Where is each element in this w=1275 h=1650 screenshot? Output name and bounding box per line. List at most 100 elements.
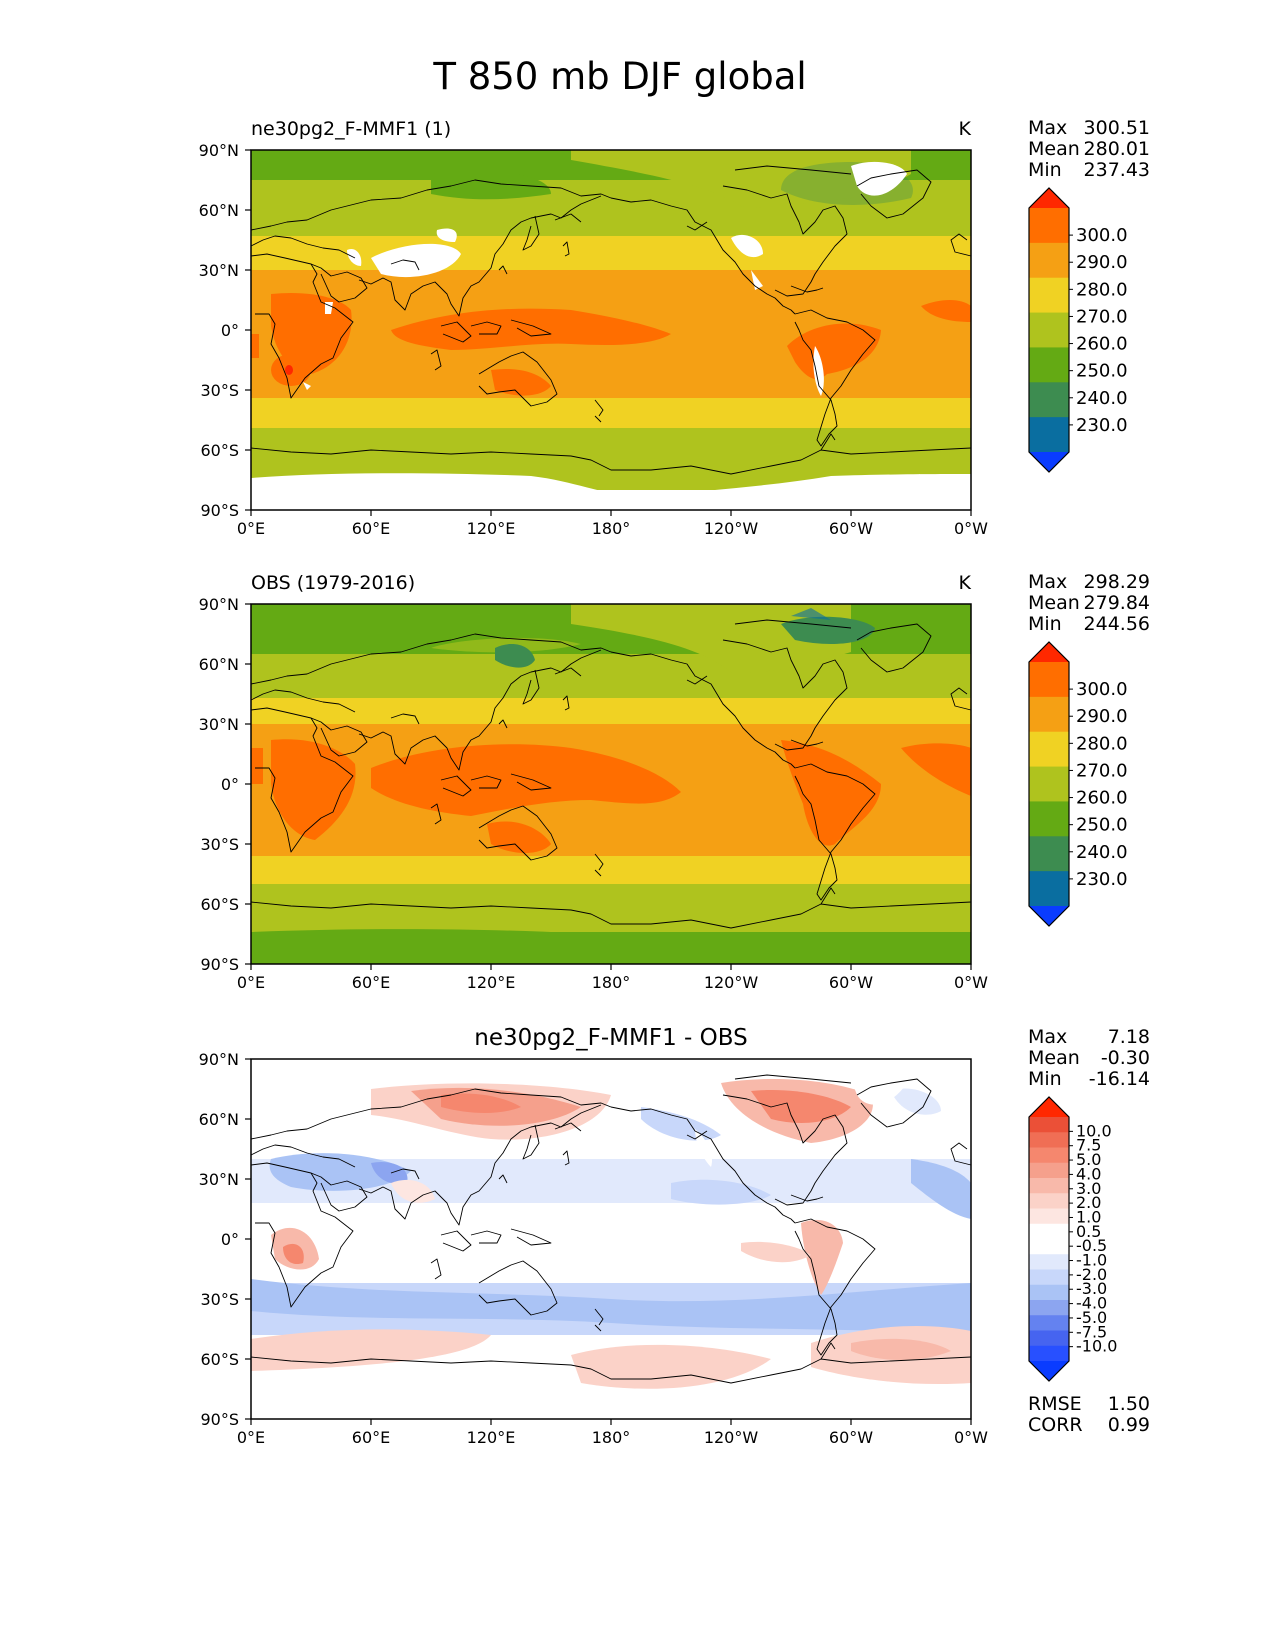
colorbar-label: -3.0 [1076, 1279, 1107, 1298]
panel-title-center: ne30pg2_F-MMF1 - OBS [474, 1025, 747, 1051]
colorbar-segment [1029, 1178, 1069, 1194]
stat-max-value: 300.51 [1084, 117, 1150, 139]
x-axis-ticks: 0°E 60°E 120°E 180° 120°W 60°W 0°W [237, 510, 988, 538]
colorbar-segment [1029, 731, 1069, 768]
x-tick-label: 0°E [237, 973, 265, 992]
colorbar-label: 300.0 [1076, 225, 1128, 246]
y-axis-ticks: 90°N 60°N 30°N 0° 30°S 60°S 90°S [199, 141, 251, 520]
colorbar-label: 240.0 [1076, 388, 1128, 409]
colorbar-label: 290.0 [1076, 706, 1128, 727]
colorbar-extend-low [1029, 452, 1069, 472]
x-tick-label: 60°E [352, 519, 390, 538]
colorbar-segment [1029, 277, 1069, 314]
colorbar-outline [1028, 641, 1070, 927]
colorbar-segment [1029, 1254, 1069, 1270]
colorbar-segment [1029, 208, 1069, 244]
colorbar-label: 290.0 [1076, 252, 1128, 273]
y-tick-label: 90°N [199, 1050, 239, 1069]
colorbar-outline [1028, 1096, 1070, 1382]
colorbar-label: 230.0 [1076, 415, 1128, 436]
y-tick-label: 30°S [200, 1290, 239, 1309]
panel-title-left: ne30pg2_F-MMF1 (1) [251, 118, 451, 140]
x-tick-label: 60°E [352, 973, 390, 992]
stat-min-label: Min [1028, 159, 1062, 181]
colorbar-segment [1029, 1239, 1069, 1255]
x-tick-label: 60°W [829, 973, 873, 992]
y-tick-label: 0° [221, 1230, 239, 1249]
colorbar-label: 250.0 [1076, 361, 1128, 382]
y-tick-label: 90°S [200, 501, 239, 520]
rmse-label: RMSE [1028, 1393, 1082, 1415]
x-tick-label: 120°W [704, 973, 759, 992]
colorbar-segment [1029, 1162, 1069, 1179]
stat-min-label: Min [1028, 1068, 1062, 1090]
figure-title: T 850 mb DJF global [432, 55, 806, 98]
y-tick-label: 60°S [200, 895, 239, 914]
x-tick-label: 0°W [954, 519, 988, 538]
corr-value: 0.99 [1108, 1414, 1150, 1436]
colorbar-label: 4.0 [1076, 1164, 1101, 1183]
colorbar-segment [1029, 696, 1069, 733]
x-tick-label: 120°W [704, 1428, 759, 1447]
colorbar-extend-high [1029, 642, 1069, 662]
panel-units: K [959, 572, 972, 594]
colorbar-label: -7.5 [1076, 1322, 1107, 1341]
colorbar-label: 5.0 [1076, 1150, 1101, 1169]
x-tick-label: 0°E [237, 519, 265, 538]
stat-max-value: 7.18 [1108, 1026, 1150, 1048]
x-tick-label: 60°E [352, 1428, 390, 1447]
colorbar-label: 240.0 [1076, 842, 1128, 863]
colorbar-label: 280.0 [1076, 279, 1128, 300]
x-tick-label: 60°W [829, 1428, 873, 1447]
colorbar-segment [1029, 417, 1069, 453]
y-tick-label: 30°S [200, 381, 239, 400]
colorbar-label: 2.0 [1076, 1193, 1101, 1212]
stat-mean-value: 279.84 [1084, 592, 1150, 614]
stat-max-label: Max [1028, 571, 1067, 593]
colorbar-label: 7.5 [1076, 1136, 1101, 1155]
y-tick-label: 30°N [199, 715, 239, 734]
stat-max-value: 298.29 [1084, 571, 1150, 593]
colorbar-segment [1029, 1300, 1069, 1316]
colorbar-label: -5.0 [1076, 1308, 1107, 1327]
x-axis-ticks: 0°E 60°E 120°E 180° 120°W 60°W 0°W [237, 964, 988, 992]
y-tick-label: 60°S [200, 441, 239, 460]
colorbar-segment [1029, 1223, 1069, 1240]
colorbar-extend-low [1029, 906, 1069, 926]
colorbar-segment [1029, 836, 1069, 872]
colorbar-segment [1029, 1345, 1069, 1362]
x-tick-label: 180° [592, 973, 631, 992]
colorbar-segment [1029, 662, 1069, 698]
metrics-block: RMSE 1.50 CORR 0.99 [1028, 1393, 1150, 1436]
colorbar-label: -0.5 [1076, 1236, 1107, 1255]
colorbar-segment [1029, 766, 1069, 802]
colorbar-label: -10.0 [1076, 1337, 1117, 1356]
y-tick-label: 0° [221, 321, 239, 340]
rmse-value: 1.50 [1108, 1393, 1150, 1415]
colorbar-segment [1029, 347, 1069, 383]
colorbar-segment [1029, 1132, 1069, 1148]
x-tick-label: 0°W [954, 1428, 988, 1447]
colorbar-label: 280.0 [1076, 733, 1128, 754]
map-difference-field [250, 1059, 972, 1419]
stat-mean-label: Mean [1028, 592, 1080, 614]
colorbar: 300.0 290.0 280.0 270.0 260.0 250.0 240.0 230.0 [1028, 641, 1128, 927]
colorbar-extend-low [1029, 1361, 1069, 1381]
y-tick-label: 60°N [199, 1110, 239, 1129]
colorbar-segment [1029, 1315, 1069, 1331]
corr-label: CORR [1028, 1414, 1083, 1436]
colorbar-label: 300.0 [1076, 679, 1128, 700]
colorbar-label: 270.0 [1076, 760, 1128, 781]
colorbar-segment [1029, 1284, 1069, 1301]
stat-mean-label: Mean [1028, 138, 1080, 160]
y-axis-ticks: 90°N 60°N 30°N 0° 30°S 60°S 90°S [199, 1050, 251, 1429]
colorbar-label: 230.0 [1076, 869, 1128, 890]
colorbar-label: 3.0 [1076, 1179, 1101, 1198]
colorbar-label: -4.0 [1076, 1294, 1107, 1313]
colorbar-segment [1029, 1147, 1069, 1164]
colorbar: 10.07.55.04.03.02.01.00.5-0.5-1.0-2.0-3.… [1028, 1096, 1117, 1382]
panel-obs: 0°E 60°E 120°E 180° 120°W 60°W 0°W 90°N 60°N 30°… [199, 571, 1150, 992]
colorbar-extend-high [1029, 1097, 1069, 1117]
map-model-field [250, 150, 972, 510]
y-tick-label: 60°S [200, 1350, 239, 1369]
